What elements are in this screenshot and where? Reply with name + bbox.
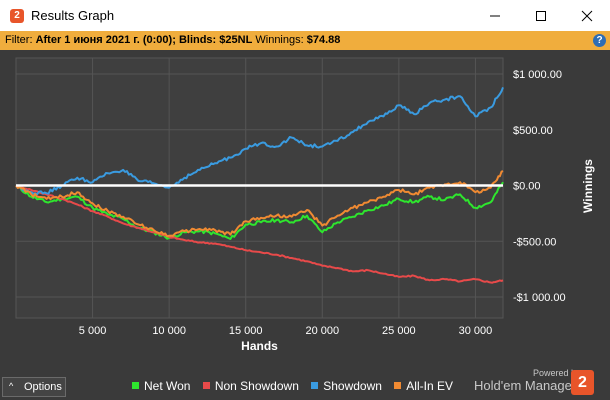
help-icon[interactable]: ? [593, 34, 606, 47]
x-tick-label: 15 000 [229, 325, 263, 337]
filter-blinds-value: $25NL [219, 34, 253, 46]
filter-summary: Filter: After 1 июня 2021 г. (0:00); Bli… [5, 34, 340, 46]
minimize-icon [490, 15, 500, 17]
brand-name: Hold'em Manager [474, 378, 577, 393]
x-tick-label: 20 000 [305, 325, 339, 337]
legend-label-allin-ev: All-In EV [406, 379, 453, 393]
maximize-button[interactable] [518, 0, 564, 31]
holdem-manager-logo: 2 [571, 370, 594, 395]
plot-area [15, 57, 504, 319]
legend-item-net-won[interactable]: Net Won [132, 379, 190, 393]
filter-winnings-value: $74.88 [306, 34, 341, 46]
filter-label: Filter: [5, 34, 33, 46]
filter-bar: Filter: After 1 июня 2021 г. (0:00); Bli… [0, 31, 610, 50]
window-title: Results Graph [31, 8, 115, 23]
legend-label-showdown: Showdown [323, 379, 382, 393]
series-line-showdown [15, 87, 504, 196]
results-chart: 5 000 10 000 15 000 20 000 25 000 30 000 $1 00… [15, 57, 595, 353]
options-label: Options [24, 381, 62, 393]
app-logo-icon: 2 [10, 9, 24, 23]
bottom-bar [0, 372, 610, 400]
y-tick-label: $1 000.00 [513, 69, 562, 81]
x-tick-label: 25 000 [382, 325, 416, 337]
series-line-net-won [15, 181, 504, 240]
legend-item-showdown[interactable]: Showdown [311, 379, 382, 393]
series-line-non-showdown [15, 184, 504, 284]
results-graph: 5 000 10 000 15 000 20 000 25 000 30 000 $1 00… [0, 50, 610, 372]
legend-label-non-showdown: Non Showdown [214, 379, 299, 393]
legend-item-allin-ev[interactable]: All-In EV [394, 379, 453, 393]
filter-date-range: After 1 июня 2021 г. (0:00); [35, 34, 176, 46]
y-tick-label: $0.00 [513, 181, 541, 193]
legend-swatch-net-won [132, 382, 139, 389]
legend-swatch-non-showdown [202, 382, 210, 389]
legend-label-net-won: Net Won [144, 379, 191, 393]
minimize-button[interactable] [472, 0, 518, 31]
chevron-up-icon: ^ [9, 381, 14, 391]
legend-swatch-showdown [311, 382, 319, 389]
filter-blinds-label: Blinds: [178, 34, 217, 46]
options-button[interactable]: ^ Options [2, 377, 66, 397]
legend-swatch-allin-ev [394, 382, 402, 389]
y-tick-label: $500.00 [513, 125, 553, 137]
x-tick-label: 5 000 [79, 325, 107, 337]
x-tick-label: 30 000 [459, 325, 493, 337]
series-line-all-in-ev [15, 170, 504, 238]
close-icon [581, 10, 593, 22]
powered-by-text: Powered by [533, 368, 581, 378]
chart-legend: Net Won Non Showdown Showdown All-In EV [132, 379, 462, 393]
legend-item-non-showdown[interactable]: Non Showdown [202, 379, 299, 393]
x-axis-label: Hands [241, 339, 278, 353]
filter-winnings-label: Winnings: [255, 34, 304, 46]
title-bar: 2 Results Graph [0, 0, 610, 31]
y-tick-label: -$500.00 [513, 236, 556, 248]
close-button[interactable] [564, 0, 610, 31]
x-tick-label: 10 000 [152, 325, 186, 337]
y-tick-label: -$1 000.00 [513, 292, 566, 304]
maximize-icon [536, 11, 546, 21]
y-axis-label: Winnings [581, 159, 595, 213]
